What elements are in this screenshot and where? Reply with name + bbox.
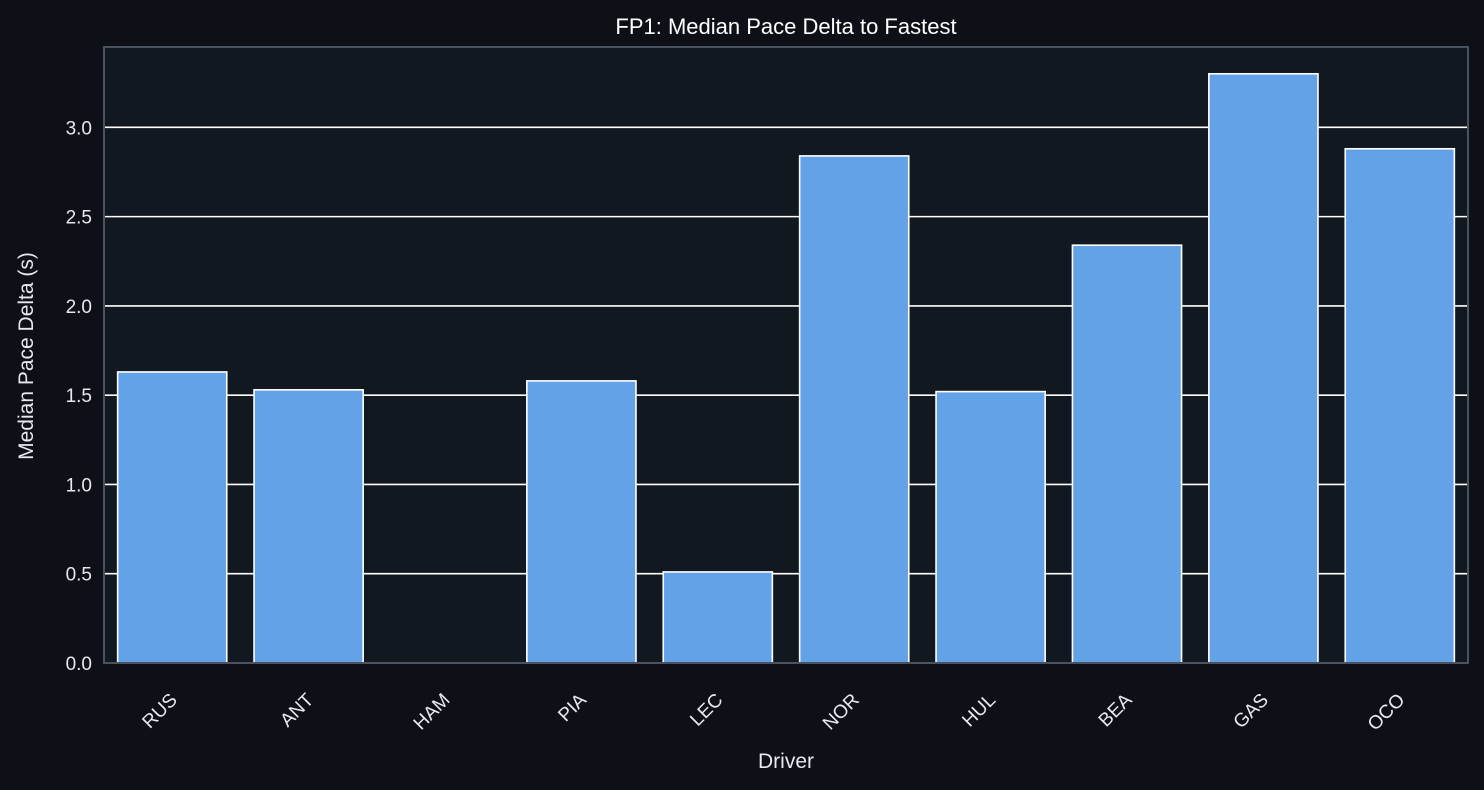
bar-hul bbox=[935, 390, 1046, 664]
y-tick-label: 0.0 bbox=[66, 654, 92, 675]
x-tick-label: OCO bbox=[1364, 690, 1409, 735]
y-tick-label: 1.0 bbox=[66, 475, 92, 496]
bar-ant bbox=[253, 389, 364, 664]
x-tick-label: PIA bbox=[554, 689, 591, 726]
y-tick-label: 2.5 bbox=[66, 208, 92, 229]
x-tick-label: NOR bbox=[819, 690, 864, 735]
plot-frame bbox=[103, 46, 1469, 664]
bar-rus bbox=[116, 371, 228, 664]
y-tick-label: 2.0 bbox=[66, 297, 92, 318]
chart-title: FP1: Median Pace Delta to Fastest bbox=[615, 14, 956, 39]
y-tick-label: 3.0 bbox=[66, 118, 92, 139]
bar-pia bbox=[526, 380, 637, 664]
y-axis-label: Median Pace Delta (s) bbox=[15, 252, 38, 460]
x-axis-label: Driver bbox=[758, 750, 814, 773]
x-tick-label: BEA bbox=[1095, 689, 1137, 731]
x-tick-label: HUL bbox=[958, 690, 1000, 732]
bar-bea bbox=[1071, 244, 1183, 664]
x-axis-ticks: RUS ANT HAM PIA LEC NOR HUL BEA GAS OCO bbox=[139, 689, 1410, 735]
bar-gas bbox=[1208, 72, 1319, 664]
bar-oco bbox=[1344, 147, 1456, 664]
x-tick-label: LEC bbox=[686, 690, 727, 731]
x-tick-label: GAS bbox=[1230, 690, 1273, 733]
y-axis-ticks: 0.0 0.5 1.0 1.5 2.0 2.5 3.0 bbox=[66, 118, 92, 675]
bar-lec bbox=[662, 571, 774, 664]
y-tick-label: 1.5 bbox=[66, 386, 92, 407]
x-tick-label: ANT bbox=[276, 689, 318, 731]
bars bbox=[116, 72, 1456, 664]
bar-nor bbox=[798, 155, 910, 664]
y-tick-label: 0.5 bbox=[66, 565, 92, 586]
x-tick-label: HAM bbox=[410, 690, 455, 735]
x-tick-label: RUS bbox=[139, 690, 182, 733]
